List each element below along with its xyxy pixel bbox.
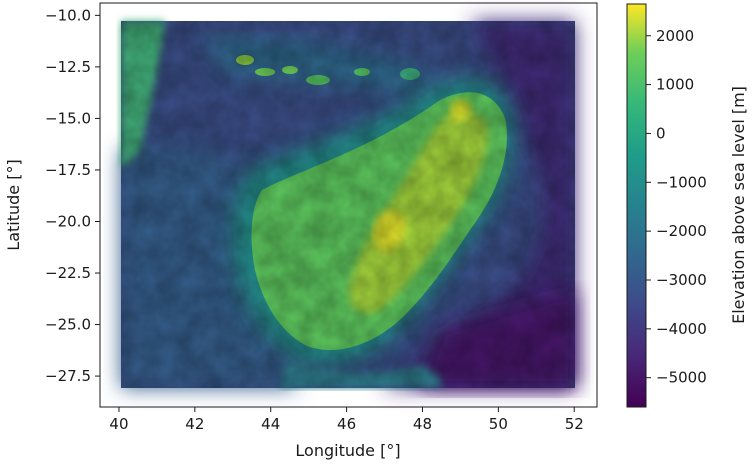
- y-tick-label: −12.5: [45, 58, 91, 76]
- y-axis: −10.0 −12.5 −15.0 −17.5 −20.0 −22.5 −25.0 −27.5: [45, 6, 100, 385]
- colorbar-tick-label: 0: [656, 124, 666, 142]
- y-tick-label: −22.5: [45, 264, 91, 282]
- y-tick-label: −20.0: [45, 212, 91, 230]
- x-axis: 40 42 44 46 48 50 52: [109, 407, 584, 433]
- colorbar-ticks: 2000 1000 0 −1000 −2000 −3000 −4000 −5000: [646, 27, 707, 387]
- colorbar-tick-label: −4000: [656, 320, 707, 338]
- elevation-raster: [121, 21, 575, 388]
- y-axis-label: Latitude [°]: [4, 159, 23, 250]
- y-tick-label: −27.5: [45, 367, 91, 385]
- x-tick-label: 40: [109, 415, 128, 433]
- x-tick-label: 46: [337, 415, 356, 433]
- colorbar-tick-label: −2000: [656, 222, 707, 240]
- x-tick-label: 50: [489, 415, 508, 433]
- y-tick-label: −17.5: [45, 161, 91, 179]
- x-tick-label: 48: [413, 415, 432, 433]
- colorbar-tick-label: 1000: [656, 76, 694, 94]
- colorbar-label: Elevation above sea level [m]: [729, 86, 748, 324]
- y-tick-label: −10.0: [45, 6, 91, 24]
- y-tick-label: −25.0: [45, 316, 91, 334]
- x-tick-label: 42: [185, 415, 204, 433]
- colorbar: [626, 3, 647, 408]
- y-tick-label: −15.0: [45, 109, 91, 127]
- colorbar-tick-label: −5000: [656, 369, 707, 387]
- terrain-texture: [121, 21, 575, 388]
- x-tick-label: 44: [261, 415, 280, 433]
- x-axis-label: Longitude [°]: [295, 441, 400, 460]
- colorbar-tick-label: −1000: [656, 173, 707, 191]
- x-tick-label: 52: [565, 415, 584, 433]
- colorbar-tick-label: −3000: [656, 271, 707, 289]
- colorbar-tick-label: 2000: [656, 27, 694, 45]
